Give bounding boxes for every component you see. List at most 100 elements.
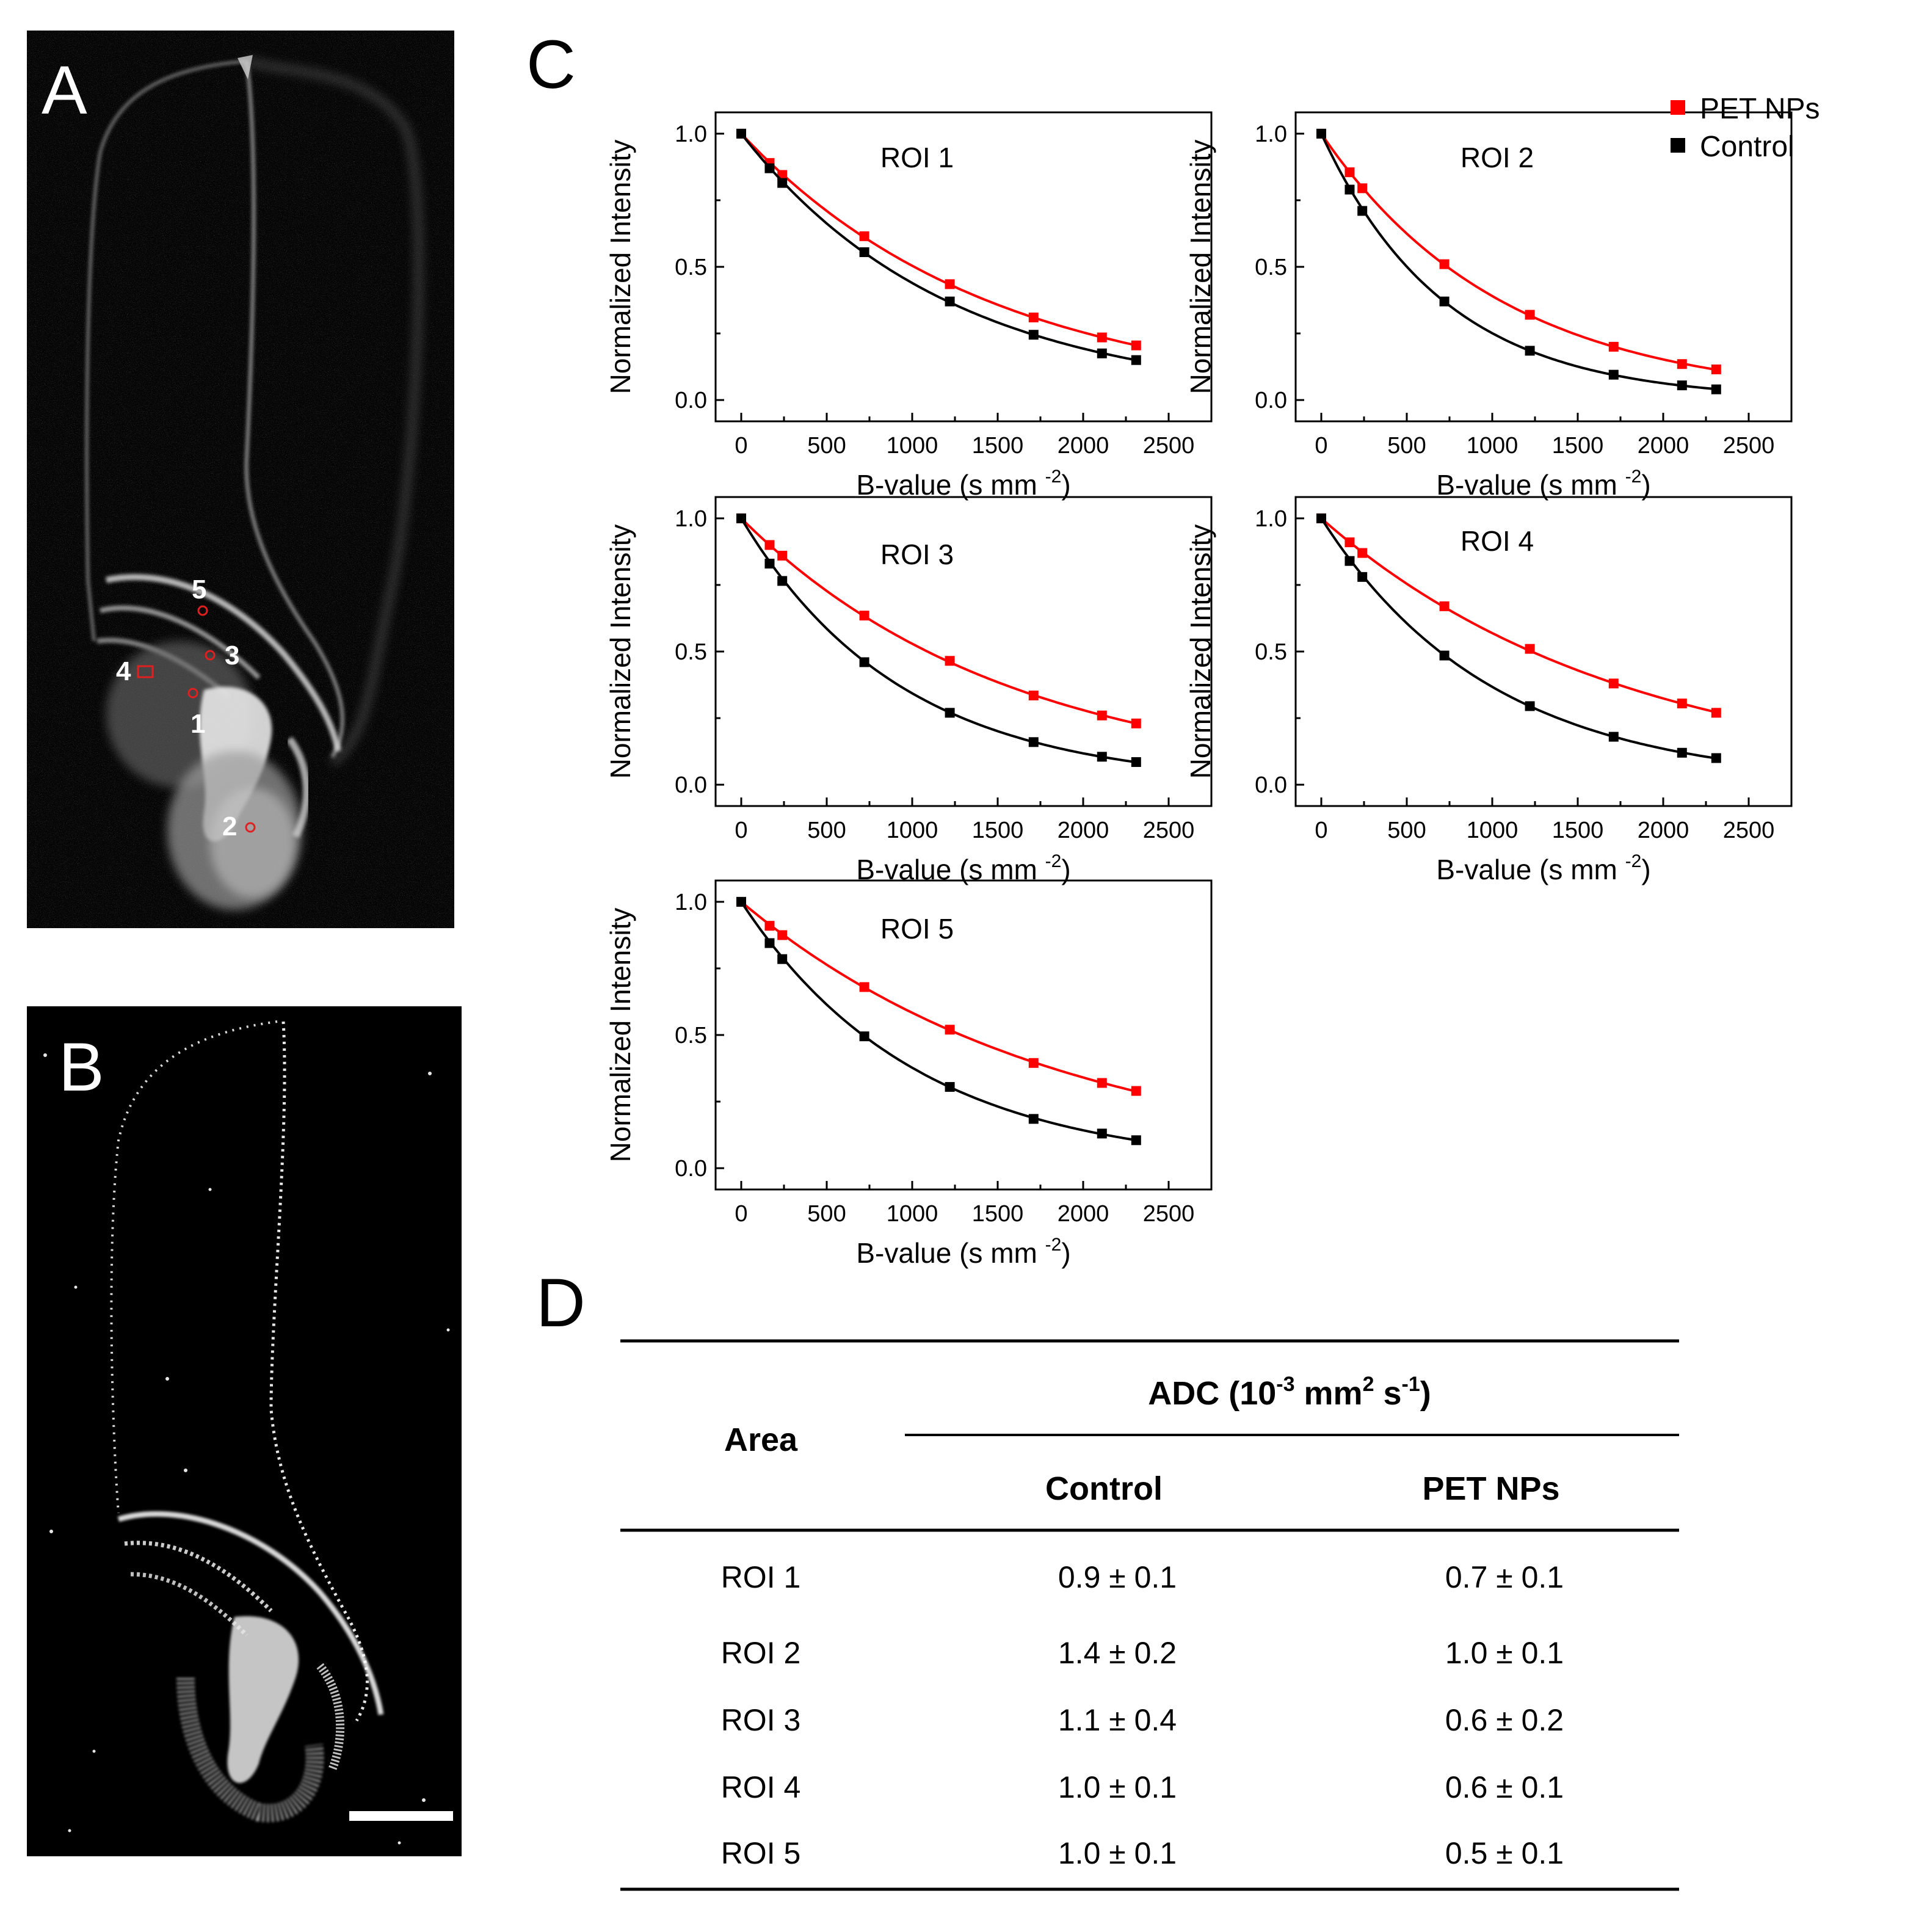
chart-4-control-point [1439,650,1450,661]
chart-3-xtick-label: 1500 [972,818,1024,843]
chart-2-pet-point [1525,310,1535,320]
chart-4-ytick-label: 0.0 [1255,772,1287,798]
chart-5-title: ROI 5 [880,913,954,945]
chart-4-pet-point [1439,601,1450,611]
chart-2-xtick-label: 2500 [1723,433,1775,459]
scale-bar [349,1811,453,1821]
chart-3-control-point [1097,752,1107,762]
chart-4-frame [1294,496,1793,807]
table-row-5-control: 1.0 ± 0.1 [1058,1836,1177,1870]
chart-3-pet-point [1097,710,1107,721]
chart-4-pet-point [1711,708,1721,718]
chart-5-pet-point [945,1025,955,1035]
chart-1-xtick-label: 2500 [1143,433,1195,459]
chart-5-xlabel: B-value (s mm -2) [856,1235,1070,1269]
chart-1-control-point [777,178,788,188]
chart-1-control-point [1097,348,1107,358]
chart-1-pet-point [736,128,746,139]
table-col-pet: PET NPs [1422,1470,1559,1507]
chart-legend: PET NPs Control [1671,93,1820,163]
chart-4-pet-point [1608,678,1619,689]
chart-3-control-point [764,559,775,569]
chart-3-control-point [945,708,955,718]
table-row-2-area: ROI 2 [721,1636,801,1670]
chart-2-pet-point [1344,167,1355,178]
chart-1-pet-point [764,158,775,168]
chart-1-ytick-label: 1.0 [675,122,707,147]
chart-5-pet-point [859,982,869,992]
chart-5-control-point [859,1031,869,1042]
chart-3-title: ROI 3 [880,539,954,570]
table-row-4-pet: 0.6 ± 0.1 [1445,1770,1564,1804]
chart-5-pet-point [777,930,788,940]
chart-3-ytick-label: 1.0 [675,506,707,532]
chart-4-control-point [1677,747,1687,758]
chart-2-control-point [1344,184,1355,195]
chart-2-pet-point [1439,259,1450,269]
table-adc-header: ADC (10-3 mm2 s-1) [1148,1373,1431,1412]
chart-4-xlabel: B-value (s mm -2) [1436,851,1650,885]
chart-2-ytick-label: 0.0 [1255,388,1287,413]
chart-4-ylabel: Normalized Intensity [1185,525,1216,779]
legend-label-pet: PET NPs [1700,93,1820,125]
chart-2-pet-point [1357,183,1368,194]
table-row-5-area: ROI 5 [721,1836,801,1870]
table-col-control: Control [1045,1470,1163,1507]
chart-1-xtick-label: 0 [735,433,747,459]
panel-label-b: B [59,1029,104,1105]
table-row-1-area: ROI 1 [721,1560,801,1594]
chart-4-xtick-label: 500 [1387,818,1426,843]
roi-marker-4 [137,665,154,678]
chart-4-xtick-label: 2000 [1638,818,1689,843]
chart-1-ylabel: Normalized Intensity [604,140,636,394]
chart-1-pet-point [1028,312,1039,322]
chart-3-xtick-label: 2000 [1058,818,1109,843]
chart-4-control-point [1316,513,1326,523]
chart-4-xtick-label: 1000 [1467,818,1519,843]
chart-3-control-point [1028,737,1039,747]
chart-2-ytick-label: 0.5 [1255,255,1287,280]
table-area-header: Area [724,1422,798,1458]
chart-2-xtick-label: 2000 [1638,433,1689,459]
chart-4-control-point [1608,732,1619,742]
chart-5-xtick-label: 1500 [972,1201,1024,1227]
table-row-3-area: ROI 3 [721,1703,801,1737]
chart-2-control-point [1316,128,1326,139]
table-row-2-pet: 1.0 ± 0.1 [1445,1636,1564,1670]
chart-2-frame [1294,111,1793,423]
chart-3-control-point [859,657,869,667]
chart-5-control-point [764,938,775,948]
chart-3-frame [714,496,1213,807]
chart-5-pet-curve [740,901,1137,1093]
roi-marker-3 [205,650,216,661]
roi-label-1: 1 [191,709,205,739]
chart-4-pet-point [1525,644,1535,654]
chart-1-pet-point [859,231,869,241]
chart-3-ytick-label: 0.0 [675,772,707,798]
chart-5-control-point [945,1082,955,1092]
chart-2-pet-point [1711,364,1721,374]
roi-marker-2 [245,822,256,833]
chart-4-control-point [1711,753,1721,763]
chart-3-pet-point [945,656,955,666]
chart-3-xtick-label: 2500 [1143,818,1195,843]
chart-5-xtick-label: 500 [807,1201,846,1227]
chart-3-control-point [777,576,788,586]
chart-5-pet-point [1028,1058,1039,1068]
chart-2-pet-point [1316,128,1326,139]
chart-4-ytick-label: 0.5 [1255,639,1287,665]
chart-5-control-point [777,954,788,964]
chart-1-frame [714,111,1213,423]
chart-5-control-point [1131,1135,1141,1146]
chart-1-control-point [736,128,746,139]
chart-2-control-point [1525,346,1535,356]
table-row-5-pet: 0.5 ± 0.1 [1445,1836,1564,1870]
chart-2-xtick-label: 500 [1387,433,1426,459]
chart-4-control-point [1525,701,1535,711]
mri-a-drawing: 1 2 3 4 5 [27,31,454,928]
chart-5-xtick-label: 2000 [1058,1201,1109,1227]
chart-2-control-point [1677,380,1687,391]
chart-3-control-point [736,513,746,523]
chart-4-pet-point [1344,537,1355,548]
table-row-4-control: 1.0 ± 0.1 [1058,1770,1177,1804]
